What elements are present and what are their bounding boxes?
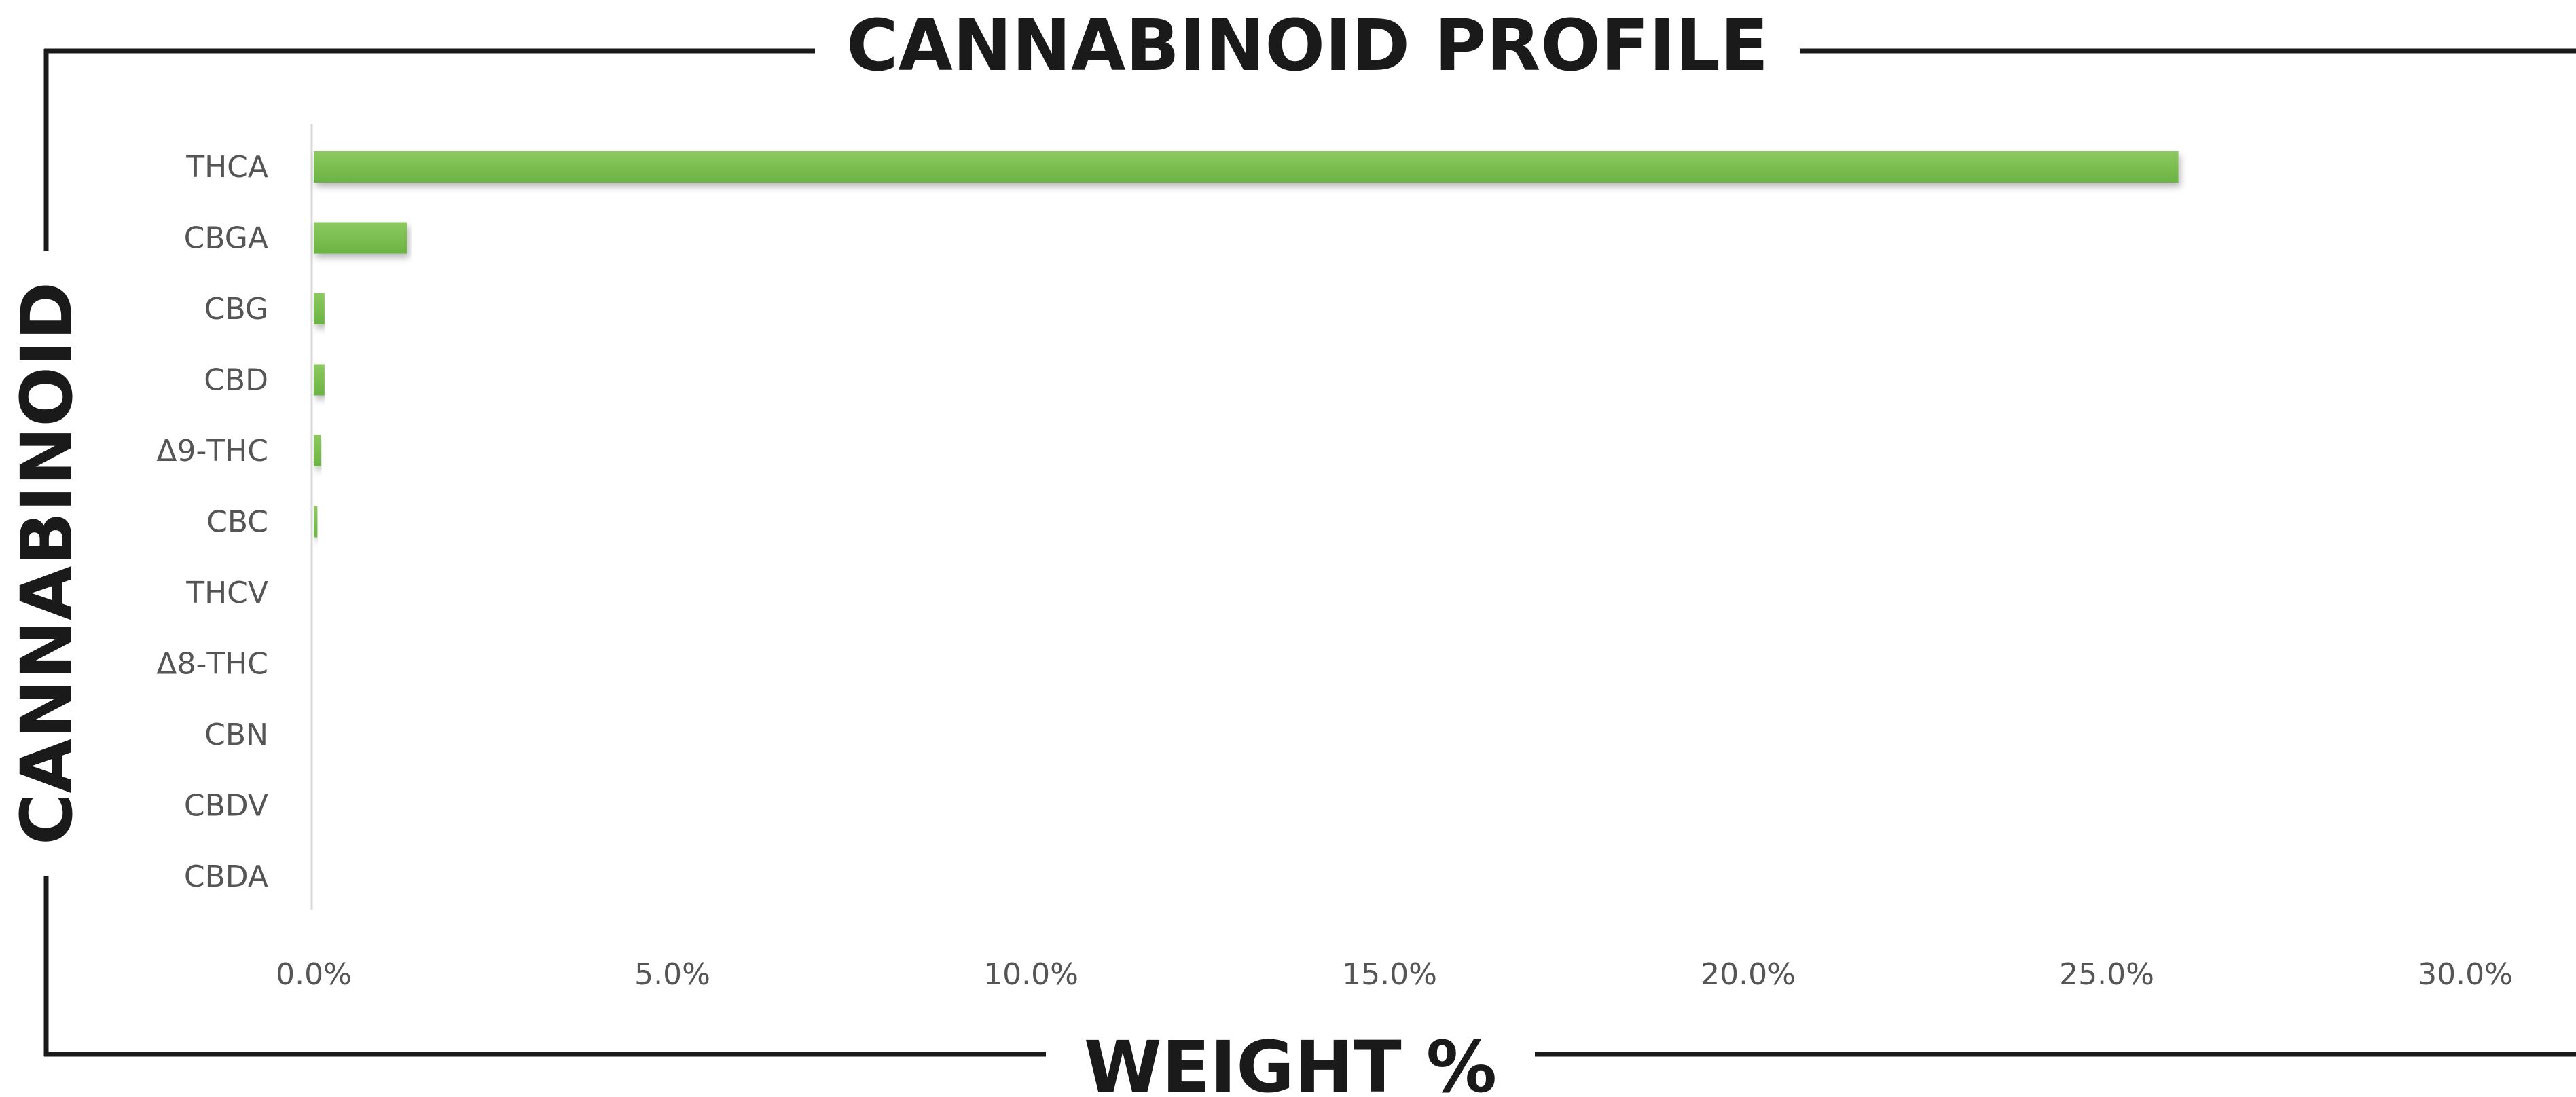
x-tick-label: 25.0% [2059, 957, 2154, 992]
category-label: CBDA [184, 859, 268, 894]
category-label: CBC [206, 505, 268, 540]
bar [314, 151, 2179, 183]
category-label: THCV [185, 576, 268, 610]
bars-layer [314, 151, 2179, 538]
bar [314, 293, 325, 324]
x-tick-label: 20.0% [1701, 957, 1796, 992]
y-axis-title: CANNABINOID [5, 282, 88, 845]
category-label: Δ8-THC [156, 647, 268, 682]
category-label: THCA [185, 150, 268, 185]
category-label: CBDV [184, 789, 268, 823]
bar [314, 364, 325, 396]
bar [314, 222, 407, 254]
chart-title: CANNABINOID PROFILE [846, 4, 1768, 87]
category-label: CBD [204, 363, 268, 398]
category-label: CBG [204, 292, 268, 327]
bar [314, 506, 318, 538]
bar [314, 435, 321, 466]
category-label: CBN [204, 718, 268, 752]
chart-frame [43, 48, 2576, 1057]
x-tick-labels: 0.0% 5.0% 10.0% 15.0% 20.0% 25.0% 30.0% [276, 957, 2513, 992]
x-tick-label: 15.0% [1342, 957, 1437, 992]
category-label: CBGA [184, 221, 268, 256]
x-tick-label: 5.0% [634, 957, 710, 992]
x-tick-label: 0.0% [276, 957, 352, 992]
x-axis-title: WEIGHT % [1084, 1026, 1497, 1097]
category-label: Δ9-THC [156, 434, 268, 468]
x-tick-label: 10.0% [983, 957, 1078, 992]
category-labels: THCA CBGA CBG CBD Δ9-THC CBC THCV Δ8-THC CBN CBDV… [156, 150, 268, 894]
x-tick-label: 30.0% [2418, 957, 2513, 992]
